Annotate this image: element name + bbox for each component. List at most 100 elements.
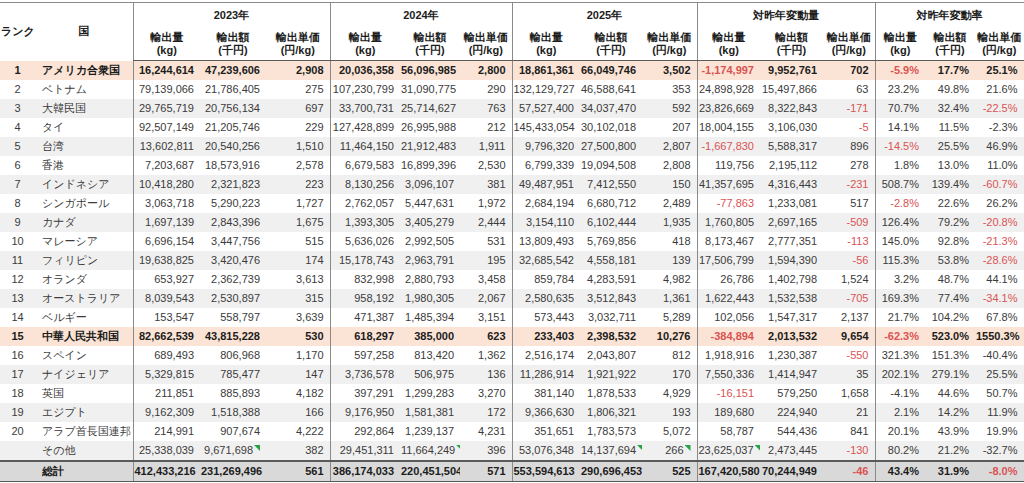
value-cell[interactable]: 136 (460, 365, 512, 384)
value-cell[interactable]: 21,786,405 (200, 80, 266, 99)
value-cell[interactable]: 418 (642, 232, 697, 251)
country-cell[interactable]: 総計 (35, 461, 133, 482)
value-cell[interactable]: 31.9% (925, 461, 975, 482)
value-cell[interactable]: 8,130,256 (330, 175, 400, 194)
rank-cell[interactable]: 11 (0, 251, 35, 270)
sub-column-header[interactable]: 輸出単価(円/kg) (460, 27, 512, 61)
value-cell[interactable]: 1,532,538 (760, 289, 823, 308)
value-cell[interactable]: 21.2% (925, 441, 975, 461)
value-cell[interactable]: 2,444 (460, 213, 512, 232)
value-cell[interactable]: 896 (823, 137, 875, 156)
value-cell[interactable]: 29,765,719 (133, 99, 200, 118)
sub-column-header[interactable]: 輸出単価(円/kg) (642, 27, 697, 61)
value-cell[interactable]: 50.7% (975, 384, 1024, 403)
value-cell[interactable]: 32,685,542 (512, 251, 580, 270)
sub-column-header[interactable]: 輸出量(kg) (697, 27, 760, 61)
rank-cell[interactable]: 6 (0, 156, 35, 175)
value-cell[interactable]: 212 (460, 118, 512, 137)
value-cell[interactable]: -32.7% (975, 441, 1024, 461)
value-cell[interactable]: 92.8% (925, 232, 975, 251)
rank-cell[interactable]: 9 (0, 213, 35, 232)
value-cell[interactable]: -550 (823, 346, 875, 365)
value-cell[interactable]: -16,151 (697, 384, 760, 403)
value-cell[interactable]: 353 (642, 80, 697, 99)
value-cell[interactable]: -384,894 (697, 327, 760, 346)
value-cell[interactable]: -113 (823, 232, 875, 251)
value-cell[interactable]: 7,412,550 (580, 175, 642, 194)
value-cell[interactable]: 2,580,635 (512, 289, 580, 308)
value-cell[interactable]: 290,696,453 (580, 461, 642, 482)
value-cell[interactable]: 2,516,174 (512, 346, 580, 365)
value-cell[interactable]: 13,809,493 (512, 232, 580, 251)
rank-cell[interactable]: 7 (0, 175, 35, 194)
value-cell[interactable]: 1,524 (823, 270, 875, 289)
value-cell[interactable]: 23.2% (875, 80, 925, 99)
rank-cell[interactable] (0, 461, 35, 482)
value-cell[interactable]: 1,402,798 (760, 270, 823, 289)
value-cell[interactable]: 26.2% (975, 194, 1024, 213)
value-cell[interactable]: 1,510 (266, 137, 330, 156)
rank-cell[interactable] (0, 441, 35, 461)
value-cell[interactable]: -5.9% (875, 61, 925, 81)
value-cell[interactable]: 653,927 (133, 270, 200, 289)
value-cell[interactable]: 1,518,388 (200, 403, 266, 422)
value-cell[interactable]: 553,594,613 (512, 461, 580, 482)
value-cell[interactable]: 1,697,139 (133, 213, 200, 232)
value-cell[interactable]: 3,613 (266, 270, 330, 289)
sub-column-header[interactable]: 輸出量(kg) (330, 27, 400, 61)
value-cell[interactable]: -130 (823, 441, 875, 461)
value-cell[interactable]: 23,826,669 (697, 99, 760, 118)
value-cell[interactable]: 8,322,843 (760, 99, 823, 118)
value-cell[interactable]: 2,992,505 (400, 232, 460, 251)
value-cell[interactable]: 381 (460, 175, 512, 194)
value-cell[interactable]: 63 (823, 80, 875, 99)
value-cell[interactable]: 351,651 (512, 422, 580, 441)
country-column-header[interactable]: 国 (35, 3, 133, 61)
value-cell[interactable]: 381,140 (512, 384, 580, 403)
value-cell[interactable]: 1,918,916 (697, 346, 760, 365)
rank-cell[interactable]: 18 (0, 384, 35, 403)
value-cell[interactable]: 18,861,361 (512, 61, 580, 81)
value-cell[interactable]: 3,270 (460, 384, 512, 403)
value-cell[interactable]: 19,094,508 (580, 156, 642, 175)
value-cell[interactable]: 1,299,283 (400, 384, 460, 403)
value-cell[interactable]: 43.4% (875, 461, 925, 482)
rank-cell[interactable]: 19 (0, 403, 35, 422)
value-cell[interactable]: 25,338,039 (133, 441, 200, 461)
value-cell[interactable]: 8,173,467 (697, 232, 760, 251)
value-cell[interactable]: 53.8% (925, 251, 975, 270)
value-cell[interactable]: 702 (823, 61, 875, 81)
value-cell[interactable]: 1,581,381 (400, 403, 460, 422)
value-cell[interactable]: 7,203,687 (133, 156, 200, 175)
value-cell[interactable]: 229 (266, 118, 330, 137)
value-cell[interactable]: 275 (266, 80, 330, 99)
sub-column-header[interactable]: 輸出単価(円/kg) (266, 27, 330, 61)
column-group-header[interactable]: 2023年 (133, 3, 330, 28)
country-cell[interactable]: ナイジェリア (35, 365, 133, 384)
value-cell[interactable]: -40.4% (975, 346, 1024, 365)
value-cell[interactable]: 958,192 (330, 289, 400, 308)
value-cell[interactable]: 79.2% (925, 213, 975, 232)
rank-cell[interactable]: 1 (0, 61, 35, 81)
value-cell[interactable]: 167,420,580 (697, 461, 760, 482)
value-cell[interactable]: 2,530 (460, 156, 512, 175)
value-cell[interactable]: 3,420,476 (200, 251, 266, 270)
value-cell[interactable]: 24,898,928 (697, 80, 760, 99)
value-cell[interactable]: 2,195,112 (760, 156, 823, 175)
value-cell[interactable]: 49.8% (925, 80, 975, 99)
value-cell[interactable]: 34,037,470 (580, 99, 642, 118)
value-cell[interactable]: 223 (266, 175, 330, 194)
value-cell[interactable]: -8.0% (975, 461, 1024, 482)
value-cell[interactable]: 579,250 (760, 384, 823, 403)
value-cell[interactable]: -5 (823, 118, 875, 137)
rank-cell[interactable]: 16 (0, 346, 35, 365)
value-cell[interactable]: 266 (642, 441, 697, 461)
value-cell[interactable]: 48.7% (925, 270, 975, 289)
country-cell[interactable]: ベトナム (35, 80, 133, 99)
value-cell[interactable]: 26,995,988 (400, 118, 460, 137)
sub-column-header[interactable]: 輸出量(kg) (133, 27, 200, 61)
value-cell[interactable]: 174 (266, 251, 330, 270)
country-cell[interactable]: ベルギー (35, 308, 133, 327)
value-cell[interactable]: 66,049,746 (580, 61, 642, 81)
value-cell[interactable]: 21,912,483 (400, 137, 460, 156)
